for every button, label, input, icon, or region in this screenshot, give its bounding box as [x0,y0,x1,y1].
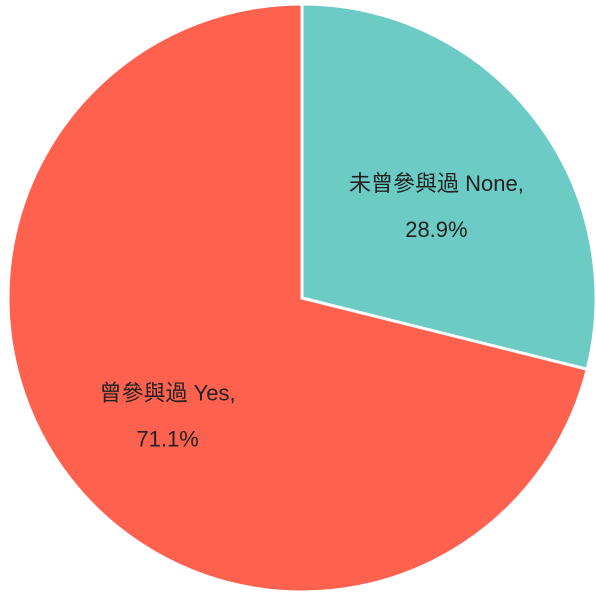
slice-value-label: 28.9% [405,217,467,242]
slice-value-label: 71.1% [136,427,198,452]
slice-label: 曾參與過 Yes, [100,381,236,406]
slice-label: 未曾參與過 None, [349,171,524,196]
pie-slice [6,2,590,594]
